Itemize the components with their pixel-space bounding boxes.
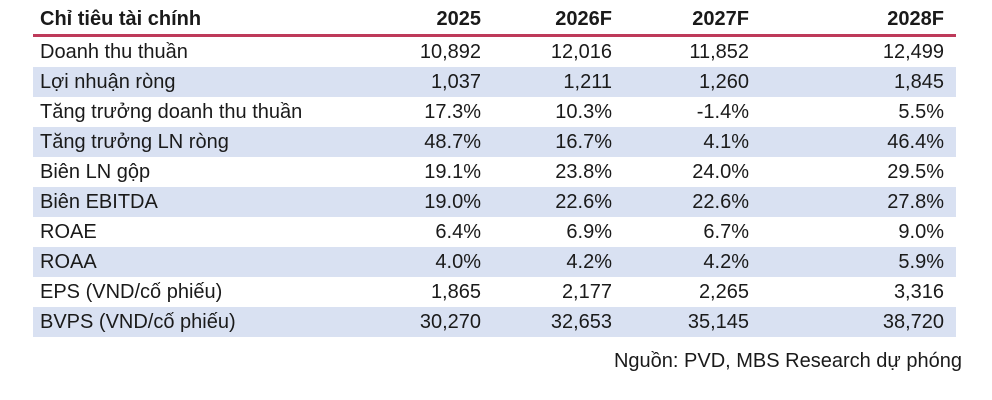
row-value: 2,177	[561, 281, 612, 303]
table-row-gross-margin: Biên LN gộp 19.1% 23.8% 24.0% 29.5%	[33, 157, 956, 187]
table-row-net-revenue: Doanh thu thuần 10,892 12,016 11,852 12,…	[33, 37, 956, 67]
table-row-eps: EPS (VND/cổ phiếu) 1,865 2,177 2,265 3,3…	[33, 277, 956, 307]
row-value: 3,316	[893, 281, 944, 303]
row-value: 35,145	[687, 311, 749, 333]
row-label: Tăng trưởng LN ròng	[40, 132, 229, 152]
row-label: Biên LN gộp	[40, 162, 151, 182]
column-header-2025: 2025	[436, 8, 482, 30]
row-value: 12,016	[550, 41, 612, 63]
row-label: Biên EBITDA	[40, 192, 158, 212]
row-value: 4.0%	[435, 251, 481, 273]
row-label: Doanh thu thuần	[40, 42, 188, 62]
row-label: ROAA	[40, 252, 97, 272]
row-value: 24.0%	[692, 161, 749, 183]
table-row-ebitda-margin: Biên EBITDA 19.0% 22.6% 22.6% 27.8%	[33, 187, 956, 217]
row-value: 30,270	[419, 311, 481, 333]
row-value: 19.1%	[424, 161, 481, 183]
row-value: 22.6%	[692, 191, 749, 213]
row-value: 19.0%	[424, 191, 481, 213]
row-value: 6.4%	[435, 221, 481, 243]
row-value: 1,260	[698, 71, 749, 93]
column-header-2026f: 2026F	[555, 8, 612, 30]
row-value: 1,845	[893, 71, 944, 93]
table-row-revenue-growth: Tăng trưởng doanh thu thuần 17.3% 10.3% …	[33, 97, 956, 127]
row-value: 10,892	[419, 41, 481, 63]
table-row-bvps: BVPS (VND/cổ phiếu) 30,270 32,653 35,145…	[33, 307, 956, 337]
table-row-net-profit-growth: Tăng trưởng LN ròng 48.7% 16.7% 4.1% 46.…	[33, 127, 956, 157]
table-body: Doanh thu thuần 10,892 12,016 11,852 12,…	[33, 37, 956, 337]
table-row-roae: ROAE 6.4% 6.9% 6.7% 9.0%	[33, 217, 956, 247]
row-value: 11,852	[689, 41, 749, 63]
row-value: 48.7%	[424, 131, 481, 153]
source-note: Nguồn: PVD, MBS Research dự phóng	[613, 350, 962, 372]
financial-indicators-table: Chỉ tiêu tài chính 2025 2026F 2027F 2028…	[33, 4, 956, 337]
row-value: 12,499	[882, 41, 944, 63]
row-label: BVPS (VND/cổ phiếu)	[40, 312, 236, 332]
row-value: 9.0%	[898, 221, 944, 243]
column-header-2027f: 2027F	[692, 8, 749, 30]
row-value: 1,211	[563, 71, 612, 93]
row-value: 27.8%	[887, 191, 944, 213]
row-value: 1,865	[430, 281, 481, 303]
row-value: 4.1%	[703, 131, 749, 153]
row-label: Lợi nhuận ròng	[40, 72, 176, 92]
row-label: EPS (VND/cổ phiếu)	[40, 282, 223, 302]
row-value: 29.5%	[887, 161, 944, 183]
row-value: 38,720	[882, 311, 944, 333]
row-value: -1.4%	[696, 101, 749, 123]
row-value: 23.8%	[555, 161, 612, 183]
row-value: 22.6%	[555, 191, 612, 213]
row-value: 17.3%	[424, 101, 481, 123]
row-value: 6.7%	[703, 221, 749, 243]
row-value: 32,653	[550, 311, 612, 333]
table-row-roaa: ROAA 4.0% 4.2% 4.2% 5.9%	[33, 247, 956, 277]
row-value: 2,265	[698, 281, 749, 303]
row-value: 4.2%	[566, 251, 612, 273]
row-value: 1,037	[430, 71, 481, 93]
column-header-2028f: 2028F	[887, 8, 944, 30]
row-value: 6.9%	[566, 221, 612, 243]
row-value: 5.5%	[898, 101, 944, 123]
row-label: Tăng trưởng doanh thu thuần	[40, 102, 303, 122]
row-value: 4.2%	[703, 251, 749, 273]
row-value: 16.7%	[555, 131, 612, 153]
row-value: 10.3%	[555, 101, 612, 123]
table-header-label: Chỉ tiêu tài chính	[40, 9, 202, 29]
row-value: 5.9%	[898, 251, 944, 273]
row-label: ROAE	[40, 222, 97, 242]
table-header-row: Chỉ tiêu tài chính 2025 2026F 2027F 2028…	[33, 4, 956, 37]
table-row-net-profit: Lợi nhuận ròng 1,037 1,211 1,260 1,845	[33, 67, 956, 97]
row-value: 46.4%	[887, 131, 944, 153]
